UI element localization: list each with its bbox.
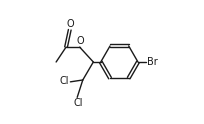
Text: O: O xyxy=(67,18,74,29)
Text: Br: Br xyxy=(147,57,157,67)
Text: Cl: Cl xyxy=(60,76,69,86)
Text: O: O xyxy=(76,36,84,46)
Text: Cl: Cl xyxy=(73,98,83,108)
